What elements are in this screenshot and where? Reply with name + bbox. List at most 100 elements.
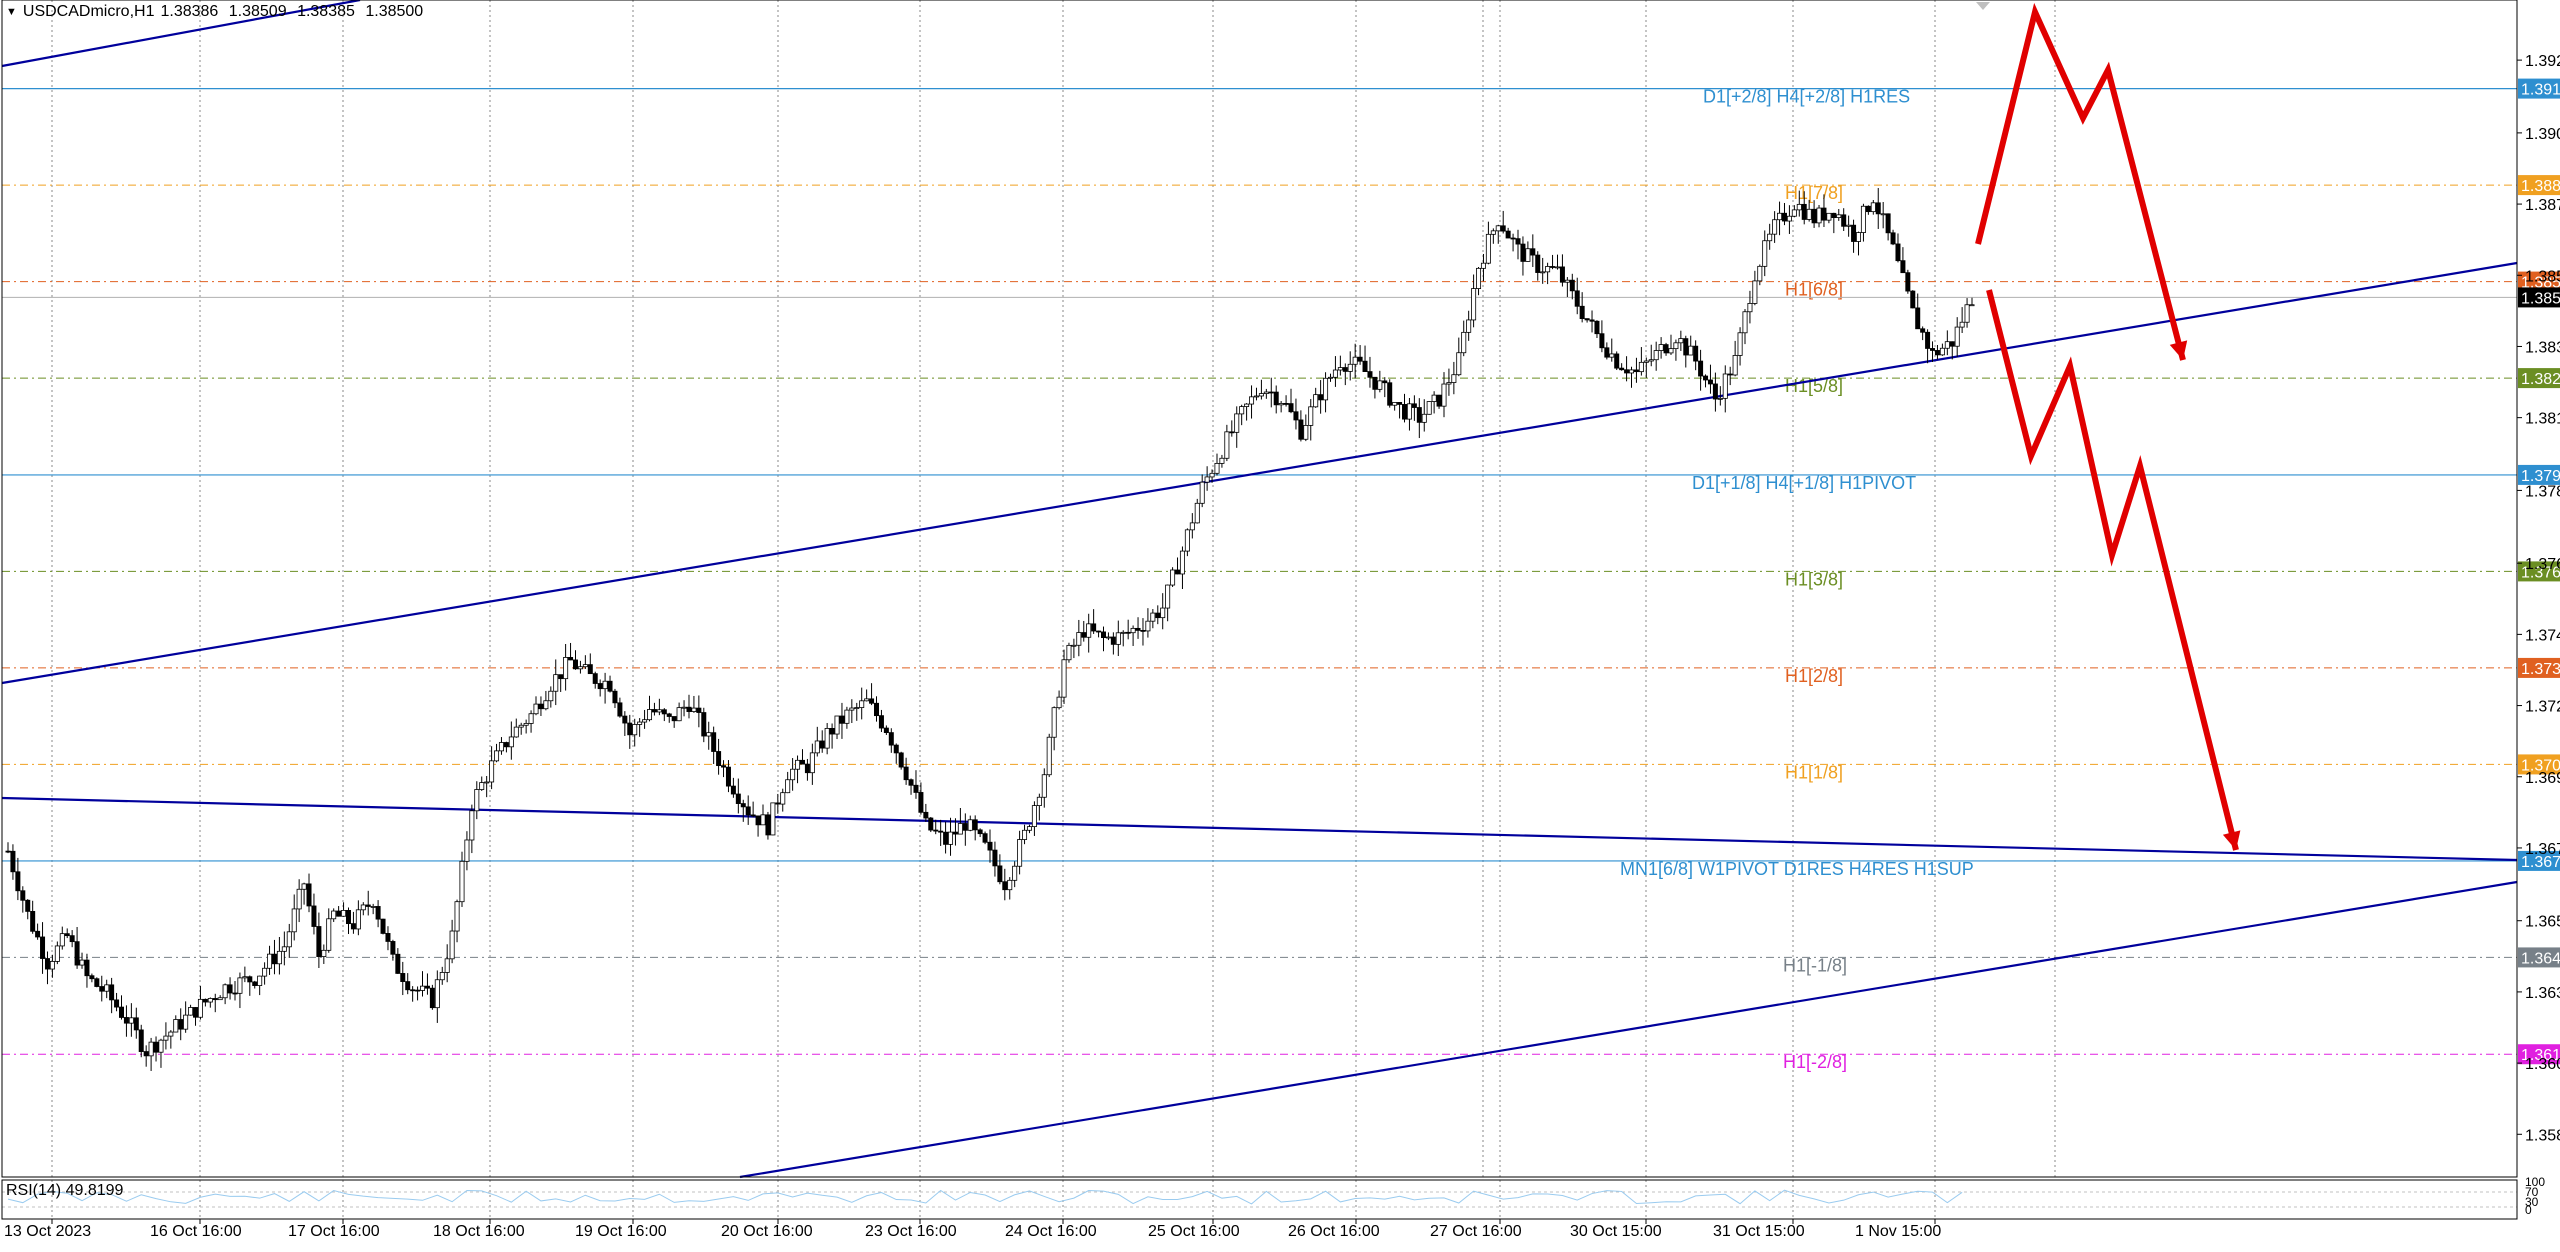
candle-up xyxy=(168,1031,174,1037)
time-axis-label: 13 Oct 2023 xyxy=(4,1223,91,1240)
candle-up xyxy=(632,724,638,736)
level-price-text: 1.39160 xyxy=(2521,82,2560,99)
candle-up xyxy=(1392,402,1398,406)
candle-down xyxy=(538,703,544,710)
candle-down xyxy=(1663,344,1669,354)
trendline[interactable] xyxy=(1,261,2518,685)
chart-header: ▼ USDCADmicro,H1 1.38386 1.38509 1.38385… xyxy=(6,2,429,22)
chart-shift-marker[interactable] xyxy=(1976,2,1990,10)
candle-down xyxy=(415,989,421,992)
symbol-label: USDCADmicro,H1 xyxy=(22,3,155,20)
candle-up xyxy=(1031,805,1037,828)
candle-up xyxy=(1120,631,1126,634)
candle-up xyxy=(1017,839,1023,867)
candle-up xyxy=(1160,607,1166,619)
rsi-line xyxy=(7,1189,1963,1205)
candle-up xyxy=(1012,865,1018,881)
candle-up xyxy=(637,721,643,725)
candle-up xyxy=(1426,401,1432,415)
candle-down xyxy=(587,664,593,675)
candle-up xyxy=(1678,338,1684,344)
candle-up xyxy=(459,860,465,903)
candle-up xyxy=(1525,248,1531,262)
candle-up xyxy=(647,709,653,721)
candle-up xyxy=(489,760,495,783)
candle-down xyxy=(878,715,884,729)
forecast-arrows[interactable] xyxy=(1975,2,2241,851)
candle-down xyxy=(1283,403,1289,405)
candle-up xyxy=(642,719,648,723)
price-axis-label: 1.38795 xyxy=(2525,197,2560,214)
arrow-head xyxy=(2169,340,2188,360)
candle-up xyxy=(1643,360,1649,363)
candle-down xyxy=(1229,431,1235,434)
candle-up xyxy=(1204,476,1210,483)
candle-down xyxy=(311,905,317,927)
candle-up xyxy=(54,945,60,962)
candle-down xyxy=(572,659,578,670)
trendline[interactable] xyxy=(1,0,361,68)
candle-down xyxy=(1604,347,1610,358)
candle-down xyxy=(365,904,371,907)
candle-down xyxy=(1550,266,1556,268)
candle-up xyxy=(795,759,801,770)
level-price-badge xyxy=(2518,271,2560,292)
triangle-down-icon[interactable]: ▼ xyxy=(6,6,17,18)
candle-down xyxy=(1273,391,1279,406)
candle-up xyxy=(1219,457,1225,464)
candle-up xyxy=(291,908,297,933)
candle-up xyxy=(1964,304,1970,323)
candle-down xyxy=(977,829,983,835)
price-axis-label: 1.37660 xyxy=(2525,556,2560,573)
candle-up xyxy=(1066,644,1072,661)
level-label: H1[-2/8] xyxy=(1783,1052,1847,1072)
candle-up xyxy=(849,707,855,711)
candle-down xyxy=(1683,338,1689,356)
candle-down xyxy=(928,817,934,831)
trendline[interactable] xyxy=(1,796,2518,862)
level-price-text: 1.37329 xyxy=(2521,661,2560,678)
murrey-levels: D1[+2/8] H4[+2/8] H1RES 1.39160 H1[7/8] 1.3… xyxy=(2,78,2560,1072)
candle-down xyxy=(1895,243,1901,262)
candle-down xyxy=(938,830,944,833)
candle-up xyxy=(760,814,766,826)
candle-down xyxy=(133,1017,139,1031)
price-axis-label: 1.36530 xyxy=(2525,914,2560,931)
candle-up xyxy=(518,724,524,728)
candle-down xyxy=(913,784,919,793)
time-axis-label: 30 Oct 15:00 xyxy=(1570,1223,1662,1240)
candle-up xyxy=(1332,369,1338,378)
candle-down xyxy=(400,973,406,982)
candle-up xyxy=(1747,303,1753,313)
forecast-arrow-down[interactable] xyxy=(1986,289,2239,851)
candle-up xyxy=(494,750,500,762)
candle-up xyxy=(770,802,776,836)
level-price-text: 1.37634 xyxy=(2521,564,2560,581)
candle-up xyxy=(1540,271,1546,274)
level-price-badge xyxy=(2518,850,2560,871)
candle-up xyxy=(464,839,470,862)
trendline[interactable] xyxy=(739,880,2518,1179)
candle-up xyxy=(1377,380,1383,390)
candle-down xyxy=(686,706,692,712)
level-label: H1[-1/8] xyxy=(1783,955,1847,975)
candle-down xyxy=(982,833,988,843)
candle-down xyxy=(1505,230,1511,239)
candle-down xyxy=(918,792,924,813)
candle-up xyxy=(577,666,583,670)
candle-up xyxy=(237,977,243,994)
level-price-text: 1.36414 xyxy=(2521,950,2560,967)
candle-up xyxy=(1485,233,1491,264)
trendlines[interactable] xyxy=(1,0,2518,1179)
candle-up xyxy=(1658,344,1664,351)
candle-up xyxy=(1056,696,1062,709)
candle-up xyxy=(1959,321,1965,328)
candle-up xyxy=(1308,406,1314,426)
candle-down xyxy=(893,744,899,754)
candle-down xyxy=(271,953,277,965)
level-label: D1[+1/8] H4[+1/8] H1PIVOT xyxy=(1692,473,1916,493)
forecast-arrow-up[interactable] xyxy=(1975,2,2186,361)
candle-down xyxy=(30,911,36,932)
